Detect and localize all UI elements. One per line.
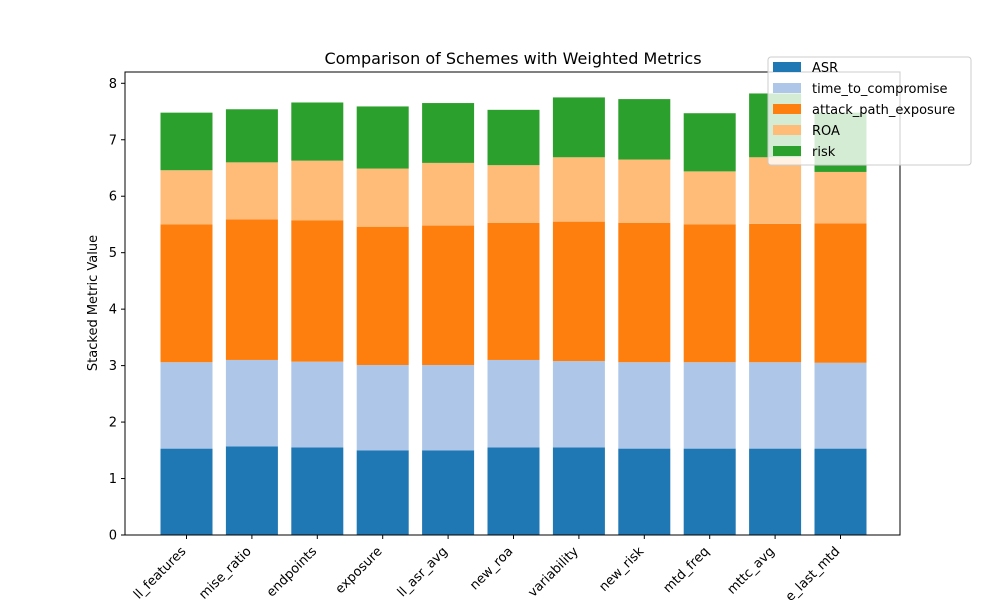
bar-ASR-9 [749,448,802,535]
bar-risk-6 [552,97,605,158]
bar-time_to_compromise-1 [225,359,278,447]
bar-time_to_compromise-7 [618,362,671,449]
bar-risk-4 [422,103,475,163]
legend-label-time_to_compromise: time_to_compromise [812,82,948,97]
plot-frame [124,71,901,536]
y-tick-label: 7 [109,133,117,148]
bar-time_to_compromise-6 [552,361,605,448]
bar-attack_path_exposure-4 [422,225,475,366]
legend: ASR time_to_compromise attack_path_exposur… [767,56,972,166]
bar-attack_path_exposure-2 [291,220,344,362]
x-tick-label: ll_features [131,544,189,600]
bar-attack_path_exposure-5 [487,222,540,360]
legend-label-attack_path_exposure: attack_path_exposure [812,103,955,118]
bar-attack_path_exposure-1 [225,219,278,360]
y-tick-label: 2 [109,416,117,431]
bar-attack_path_exposure-6 [552,221,605,362]
bar-ASR-10 [814,448,867,535]
bar-attack_path_exposure-9 [749,223,802,363]
bar-ROA-0 [160,170,213,225]
bar-ROA-4 [422,162,475,226]
y-tick-label: 3 [109,359,117,374]
bar-ASR-7 [618,448,671,535]
bar-ROA-8 [683,171,736,225]
y-tick-label: 1 [109,472,117,487]
bar-risk-8 [683,113,736,172]
bar-ASR-2 [291,447,344,535]
bar-ROA-9 [749,157,802,224]
bars-layer [160,93,867,535]
y-tick-label: 6 [109,190,117,205]
bar-ASR-0 [160,448,213,535]
bar-ROA-5 [487,165,540,223]
bar-ROA-7 [618,159,671,223]
y-tick-label: 0 [109,529,117,544]
legend-label-ASR: ASR [812,61,838,76]
bar-ROA-10 [814,171,867,224]
bar-ASR-5 [487,447,540,535]
bar-risk-2 [291,102,344,161]
legend-swatch-risk [773,146,801,156]
x-tick-label: new_risk [596,544,647,595]
bar-time_to_compromise-3 [356,365,409,451]
x-tick-label: mttc_avg [725,544,778,597]
bar-ROA-3 [356,168,409,227]
bar-risk-5 [487,109,540,166]
x-tick-label: exposure [333,544,386,597]
x-tick-label: e_last_mtd [783,544,843,600]
bar-risk-0 [160,112,213,171]
bar-attack_path_exposure-8 [683,224,736,363]
bar-ASR-4 [422,450,475,535]
bar-ASR-8 [683,448,736,535]
bar-time_to_compromise-10 [814,362,867,449]
x-tick-label: variability [526,544,582,600]
bar-risk-3 [356,106,409,169]
legend-box [767,56,972,166]
x-tick-label: mise_ratio [196,544,254,600]
legend-swatch-attack_path_exposure [773,104,801,114]
x-tick-label: ll_asr_avg [395,544,451,600]
chart-title: Comparison of Schemes with Weighted Metr… [324,49,701,68]
bar-ROA-2 [291,160,344,221]
x-tick-label: mtd_freq [661,544,713,596]
y-tick-label: 8 [109,77,117,92]
bar-ROA-1 [225,162,278,220]
bar-time_to_compromise-4 [422,365,475,451]
bar-ASR-1 [225,446,278,535]
x-tick-label: endpoints [264,544,320,600]
legend-swatch-ASR [773,62,801,72]
legend-swatch-ROA [773,125,801,135]
y-axis-label: Stacked Metric Value [86,235,101,371]
x-tick-label: new_roa [467,544,516,593]
bar-time_to_compromise-0 [160,362,213,449]
bar-ROA-6 [552,157,605,222]
bar-ASR-3 [356,450,409,535]
bar-attack_path_exposure-10 [814,223,867,363]
bar-attack_path_exposure-7 [618,222,671,363]
legend-label-risk: risk [812,145,836,160]
legend-label-ROA: ROA [812,124,840,139]
bar-time_to_compromise-8 [683,362,736,449]
legend-swatch-time_to_compromise [773,83,801,93]
bar-ASR-6 [552,447,605,535]
bar-time_to_compromise-2 [291,361,344,448]
bar-risk-7 [618,99,671,160]
y-tick-label: 4 [109,303,117,318]
bar-risk-1 [225,109,278,163]
y-tick-label: 5 [109,246,117,261]
bar-attack_path_exposure-0 [160,224,213,363]
bar-attack_path_exposure-3 [356,226,409,366]
bar-time_to_compromise-5 [487,359,540,448]
bar-time_to_compromise-9 [749,362,802,449]
